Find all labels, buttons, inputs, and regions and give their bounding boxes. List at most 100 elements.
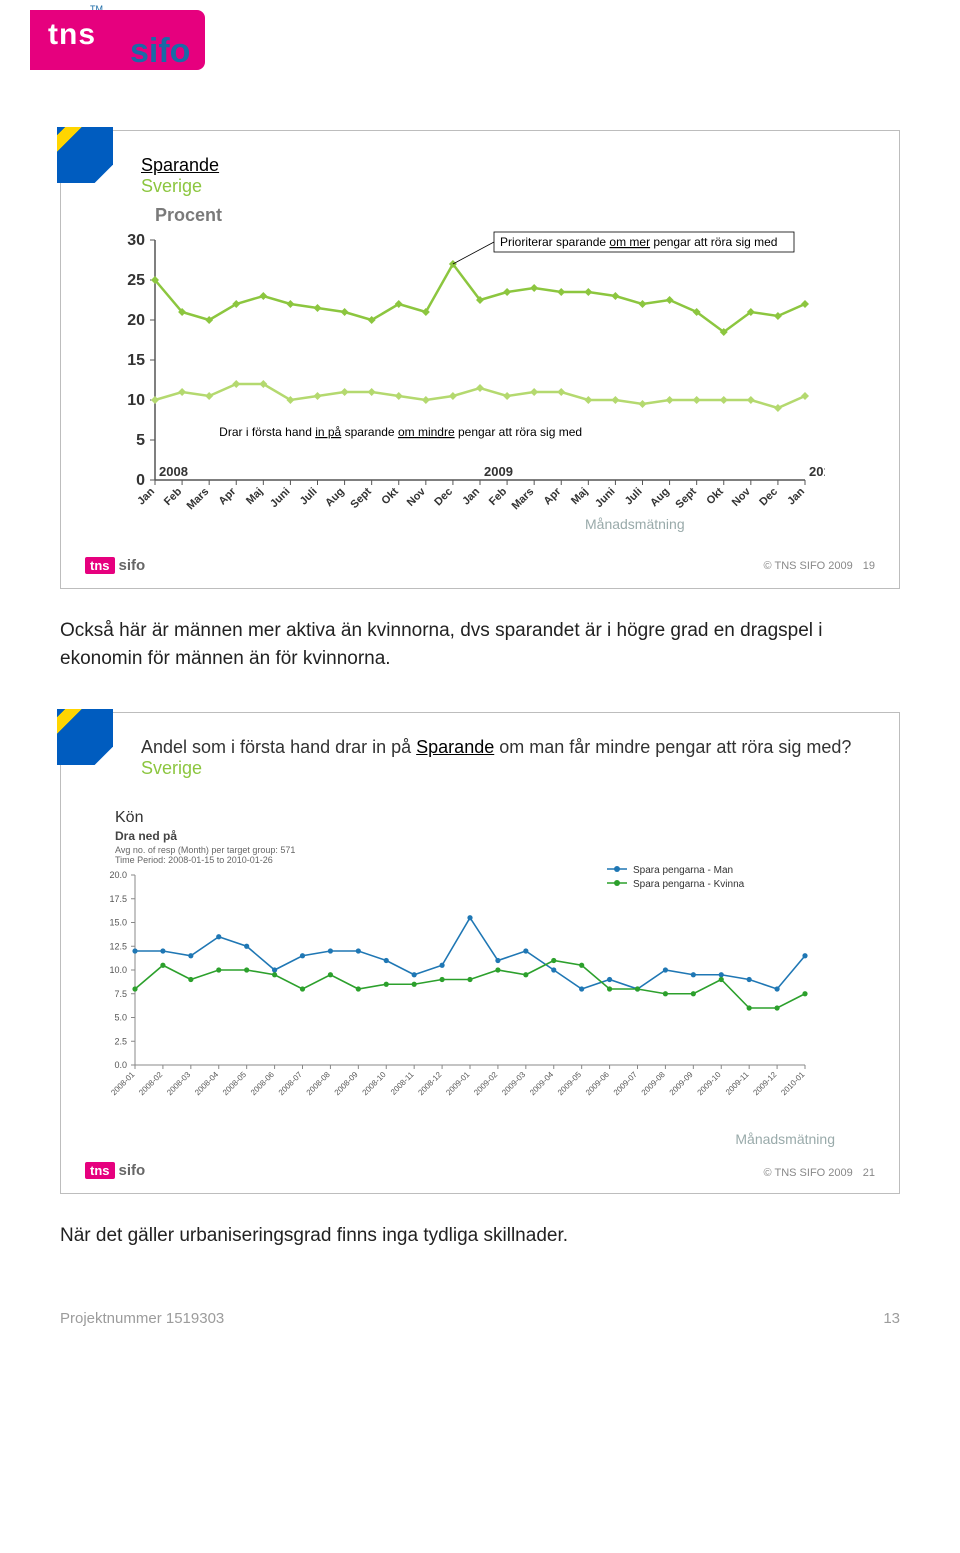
svg-text:10: 10 [127, 392, 145, 409]
chart2-avg2: Time Period: 2008-01-15 to 2010-01-26 [115, 855, 875, 865]
svg-text:5.0: 5.0 [114, 1013, 127, 1023]
tns-sifo-small-badge: tns sifo [85, 557, 145, 574]
chart1-month-label: Månadsmätning [585, 516, 685, 532]
svg-text:Jan: Jan [460, 485, 482, 507]
tns-sifo-small-badge: tns sifo [85, 1162, 145, 1179]
page-number: 13 [883, 1310, 900, 1327]
svg-text:Dec: Dec [432, 486, 455, 509]
svg-text:0: 0 [136, 472, 145, 489]
svg-text:Dec: Dec [757, 486, 780, 509]
svg-text:Juli: Juli [298, 486, 320, 508]
svg-text:Juni: Juni [593, 486, 617, 510]
swedish-flag-icon [57, 127, 113, 183]
chart2-section: Kön [115, 809, 875, 827]
svg-text:Apr: Apr [541, 485, 563, 507]
svg-text:2009-06: 2009-06 [584, 1070, 612, 1098]
svg-text:2009-05: 2009-05 [556, 1070, 584, 1098]
svg-text:2009-03: 2009-03 [500, 1070, 528, 1098]
svg-text:7.5: 7.5 [114, 989, 127, 999]
svg-text:2009-07: 2009-07 [612, 1070, 640, 1098]
svg-text:20.0: 20.0 [109, 870, 127, 880]
svg-text:2008-01: 2008-01 [109, 1070, 137, 1098]
svg-text:2009-12: 2009-12 [751, 1070, 779, 1098]
svg-text:Spara pengarna - Man: Spara pengarna - Man [633, 865, 733, 876]
svg-text:2008-08: 2008-08 [305, 1070, 333, 1098]
svg-text:Apr: Apr [216, 485, 238, 507]
svg-text:2009-02: 2009-02 [472, 1070, 500, 1098]
svg-text:Nov: Nov [730, 485, 754, 509]
swedish-flag-icon [57, 709, 113, 765]
project-number: Projektnummer 1519303 [60, 1310, 224, 1327]
svg-text:Okt: Okt [379, 485, 401, 507]
chart1-title: Sparande Sverige [141, 155, 875, 197]
svg-text:Feb: Feb [487, 485, 510, 508]
svg-text:Juni: Juni [268, 486, 292, 510]
svg-text:2008-04: 2008-04 [193, 1070, 221, 1098]
svg-text:25: 25 [127, 272, 145, 289]
svg-text:2009-09: 2009-09 [668, 1070, 696, 1098]
svg-text:2009-11: 2009-11 [724, 1070, 751, 1097]
brand-tns: tns [48, 18, 96, 52]
svg-text:Mars: Mars [510, 486, 537, 513]
chart2-month-label: Månadsmätning [85, 1131, 835, 1147]
svg-text:2008-06: 2008-06 [249, 1070, 277, 1098]
chart2-avg1: Avg no. of resp (Month) per target group… [115, 845, 875, 855]
svg-text:2008-07: 2008-07 [277, 1070, 305, 1098]
chart-card-1: Sparande Sverige Procent 0 5 10 15 20 25 30 Jan… [60, 130, 900, 589]
svg-text:Jan: Jan [785, 485, 807, 507]
svg-text:Aug: Aug [323, 486, 347, 510]
svg-text:2008: 2008 [159, 464, 188, 479]
svg-text:Okt: Okt [704, 485, 726, 507]
paragraph-2: När det gäller urbaniseringsgrad finns i… [60, 1222, 900, 1250]
svg-text:2009-10: 2009-10 [696, 1070, 724, 1098]
chart1-line-chart: 051015202530JanFebMarsAprMajJuniJuliAugS… [85, 230, 825, 550]
svg-text:2008-09: 2008-09 [333, 1070, 361, 1098]
chart2-line-chart: Spara pengarna - Man Spara pengarna - Kvi… [85, 865, 825, 1125]
svg-text:Drar i första hand in på spara: Drar i första hand in på sparande om min… [219, 425, 582, 439]
svg-text:20: 20 [127, 312, 145, 329]
svg-text:10.0: 10.0 [109, 965, 127, 975]
chart2-title: Andel som i första hand drar in på Spara… [141, 737, 875, 779]
chart2-copyright: © TNS SIFO 2009 [764, 1167, 853, 1179]
svg-text:2008-10: 2008-10 [361, 1070, 389, 1098]
chart1-pageno: 19 [863, 560, 875, 572]
svg-text:30: 30 [127, 232, 145, 249]
svg-text:Aug: Aug [648, 486, 672, 510]
svg-text:Juli: Juli [623, 486, 645, 508]
chart-card-2: Andel som i första hand drar in på Spara… [60, 712, 900, 1194]
chart1-copyright: © TNS SIFO 2009 [764, 560, 853, 572]
paragraph-1: Också här är männen mer aktiva än kvinno… [60, 617, 900, 672]
svg-text:2008-05: 2008-05 [221, 1070, 249, 1098]
brand-sifo: sifo [130, 32, 190, 71]
svg-text:5: 5 [136, 432, 145, 449]
svg-text:15.0: 15.0 [109, 918, 127, 928]
svg-text:17.5: 17.5 [109, 894, 127, 904]
svg-text:2009-08: 2009-08 [640, 1070, 668, 1098]
svg-text:Nov: Nov [405, 485, 429, 509]
svg-text:2008-12: 2008-12 [416, 1070, 444, 1098]
svg-text:Feb: Feb [162, 485, 185, 508]
chart1-ylabel: Procent [155, 205, 875, 226]
logo-header: TM tns sifo [60, 0, 900, 90]
svg-text:15: 15 [127, 352, 145, 369]
svg-text:Maj: Maj [569, 486, 590, 507]
svg-text:2008-02: 2008-02 [137, 1070, 165, 1098]
svg-text:Sept: Sept [348, 485, 374, 511]
page-footer: Projektnummer 1519303 13 [60, 1310, 900, 1327]
svg-text:Sept: Sept [673, 485, 699, 511]
svg-text:2010: 2010 [809, 464, 825, 479]
svg-text:12.5: 12.5 [109, 941, 127, 951]
chart2-sublabel: Dra ned på [115, 829, 875, 843]
chart2-pageno: 21 [863, 1167, 875, 1179]
svg-text:2010-01: 2010-01 [779, 1070, 807, 1098]
svg-text:2008-11: 2008-11 [389, 1070, 416, 1097]
svg-text:Maj: Maj [244, 486, 265, 507]
svg-text:0.0: 0.0 [114, 1060, 127, 1070]
svg-text:2009: 2009 [484, 464, 513, 479]
svg-text:Mars: Mars [185, 486, 212, 513]
svg-text:Spara pengarna - Kvinna: Spara pengarna - Kvinna [633, 879, 745, 890]
svg-text:2008-03: 2008-03 [165, 1070, 193, 1098]
svg-text:2.5: 2.5 [114, 1036, 127, 1046]
svg-text:2009-01: 2009-01 [444, 1070, 472, 1098]
svg-text:2009-04: 2009-04 [528, 1070, 556, 1098]
